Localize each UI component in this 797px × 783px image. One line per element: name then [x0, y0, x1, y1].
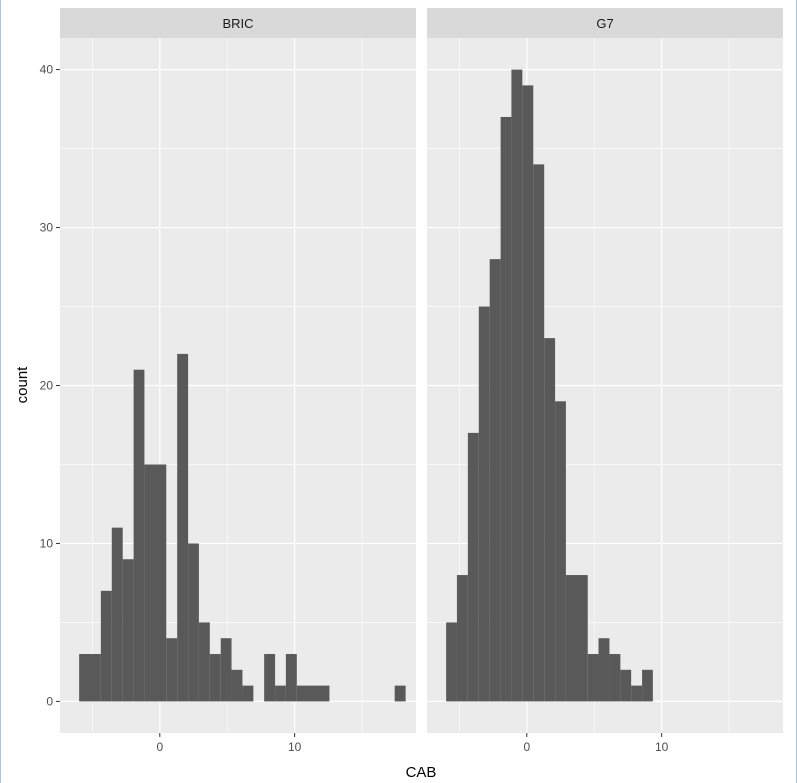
facet-label-bric: BRIC: [222, 16, 253, 31]
x-tick-label: 0: [156, 740, 163, 754]
histogram-bar-g7: [489, 259, 501, 702]
facet-strip-bric: [60, 8, 416, 38]
histogram-bar-bric: [285, 654, 297, 702]
histogram-bar-bric: [188, 543, 199, 702]
x-axis-title: CAB: [406, 764, 437, 781]
y-tick-label: 10: [40, 536, 54, 550]
histogram-bar-bric: [122, 559, 134, 702]
histogram-bar-bric: [198, 622, 210, 702]
histogram-bar-bric: [79, 654, 101, 702]
y-tick-label: 30: [40, 221, 54, 235]
histogram-bar-g7: [533, 164, 545, 702]
y-axis-title: count: [14, 366, 31, 404]
histogram-bar-bric: [275, 685, 286, 702]
histogram-bar-g7: [631, 685, 643, 702]
histogram-bar-bric: [144, 464, 167, 702]
histogram-bar-g7: [587, 654, 599, 702]
histogram-bar-bric: [264, 654, 276, 702]
histogram-bar-bric: [133, 369, 145, 702]
x-tick-label: 0: [523, 740, 530, 754]
histogram-bar-g7: [609, 654, 621, 702]
y-tick-label: 0: [46, 694, 53, 708]
histogram-bar-g7: [511, 69, 523, 702]
facet-strip-g7: [427, 8, 783, 38]
facet-label-g7: G7: [596, 16, 613, 31]
histogram-bar-bric: [242, 685, 254, 702]
histogram-bar-g7: [522, 85, 534, 702]
histogram-bar-g7: [456, 575, 468, 702]
histogram-bar-bric: [166, 638, 178, 702]
histogram-bar-bric: [100, 590, 112, 702]
histogram-bar-bric: [220, 638, 232, 702]
histogram-bar-g7: [565, 575, 588, 702]
y-tick-label: 20: [40, 379, 54, 393]
histogram-bar-bric: [209, 654, 221, 702]
x-tick-label: 10: [655, 740, 669, 754]
y-tick-label: 40: [40, 63, 54, 77]
histogram-bar-bric: [394, 685, 406, 702]
histogram-bar-g7: [478, 306, 490, 702]
histogram-bar-bric: [231, 669, 243, 702]
histogram-bar-g7: [446, 622, 457, 702]
histogram-bar-bric: [111, 527, 123, 702]
histogram-bar-g7: [620, 669, 632, 702]
histogram-bar-g7: [544, 338, 556, 702]
histogram-bar-g7: [598, 638, 610, 702]
histogram-bar-g7: [467, 432, 479, 702]
x-tick-label: 10: [288, 740, 302, 754]
histogram-bar-g7: [555, 401, 566, 702]
histogram-bar-g7: [500, 116, 512, 702]
histogram-bar-bric: [177, 353, 189, 702]
histogram-bar-bric: [296, 685, 330, 702]
histogram-bar-g7: [642, 669, 653, 702]
